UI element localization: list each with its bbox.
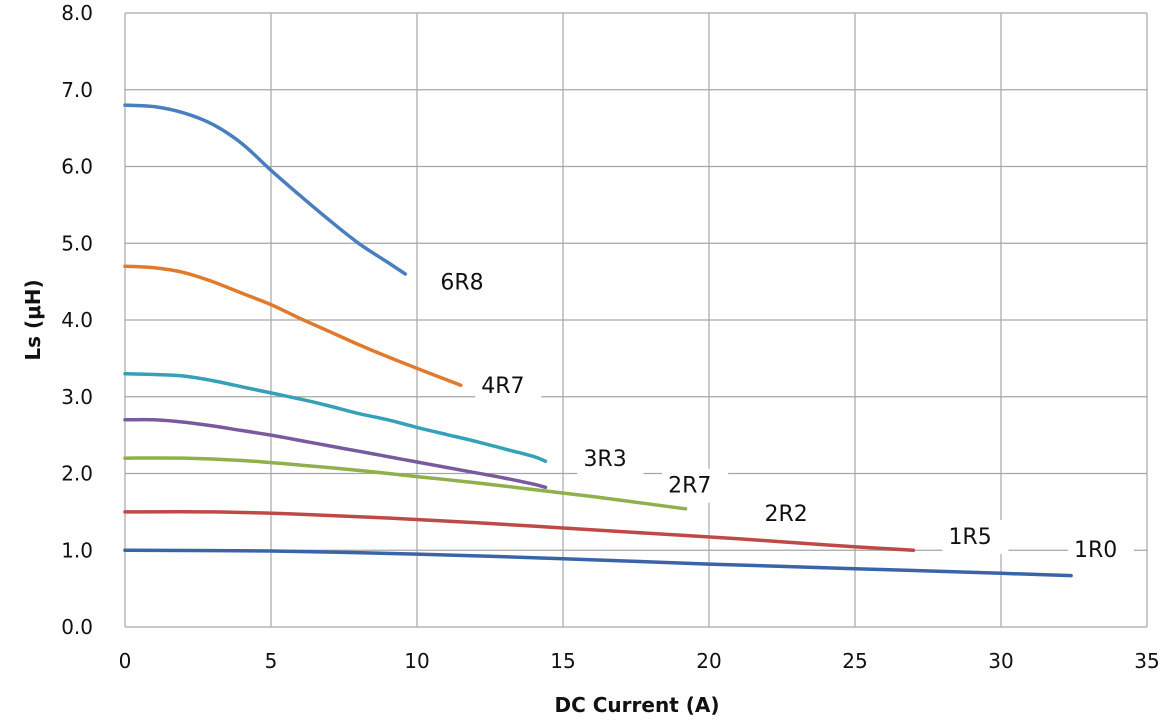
series-label-3r3: 3R3	[577, 441, 644, 476]
series-label-1r0: 1R0	[1068, 533, 1134, 568]
x-axis-title: DC Current (A)	[555, 693, 720, 717]
series-label-text: 1R5	[948, 525, 991, 550]
series-lines	[123, 103, 1073, 578]
series-label-6r8: 6R8	[434, 265, 501, 300]
y-axis-title: Ls (μH)	[21, 279, 45, 360]
series-labels: 6R8 4R7 3R3 2R7 2R2 1R5 1R0	[434, 265, 1134, 568]
series-label-backing	[475, 368, 542, 403]
series-line-1r0	[123, 548, 1073, 578]
series-line-4r7	[123, 264, 463, 387]
x-tick-label-5: 25	[842, 649, 867, 673]
series-line-1r5	[123, 509, 916, 553]
series-line-3r3	[123, 371, 548, 463]
series-label-backing	[1068, 533, 1134, 568]
series-label-text: 6R8	[440, 270, 483, 295]
series-label-text: 3R3	[583, 447, 626, 472]
series-line-6r8	[123, 103, 408, 276]
series-label-4r7: 4R7	[475, 368, 542, 403]
x-axis-tick-labels: 0 5 10 15 20 25 30 35	[119, 649, 1160, 673]
y-axis-tick-labels: 0.0 1.0 2.0 3.0 4.0 5.0 6.0 7.0 8.0	[61, 1, 93, 639]
series-label-2r7: 2R7	[662, 468, 729, 503]
y-tick-label-2: 2.0	[61, 462, 93, 486]
x-tick-label-6: 30	[988, 649, 1013, 673]
x-tick-label-0: 0	[119, 649, 132, 673]
y-tick-label-4: 4.0	[61, 308, 93, 332]
x-tick-label-2: 10	[404, 649, 429, 673]
series-label-backing	[942, 520, 1009, 555]
y-tick-label-8: 8.0	[61, 1, 93, 25]
series-label-2r2: 2R2	[758, 497, 825, 532]
series-label-backing	[577, 441, 644, 476]
series-label-backing	[662, 468, 729, 503]
series-label-backing	[434, 265, 501, 300]
y-tick-label-5: 5.0	[61, 231, 93, 255]
x-tick-label-1: 5	[265, 649, 278, 673]
series-label-text: 1R0	[1074, 538, 1117, 563]
y-tick-label-1: 1.0	[61, 538, 93, 562]
y-tick-label-0: 0.0	[61, 615, 93, 639]
series-label-text: 2R7	[668, 474, 711, 499]
x-tick-label-4: 20	[696, 649, 721, 673]
x-tick-label-3: 15	[550, 649, 575, 673]
series-label-text: 2R2	[764, 502, 807, 527]
series-line-2r7	[123, 417, 548, 490]
y-tick-label-6: 6.0	[61, 155, 93, 179]
series-line-2r2	[123, 456, 688, 511]
x-tick-label-7: 35	[1134, 649, 1159, 673]
series-label-backing	[758, 497, 825, 532]
y-tick-label-7: 7.0	[61, 78, 93, 102]
y-tick-label-3: 3.0	[61, 385, 93, 409]
series-label-1r5: 1R5	[942, 520, 1009, 555]
series-label-text: 4R7	[481, 374, 524, 399]
